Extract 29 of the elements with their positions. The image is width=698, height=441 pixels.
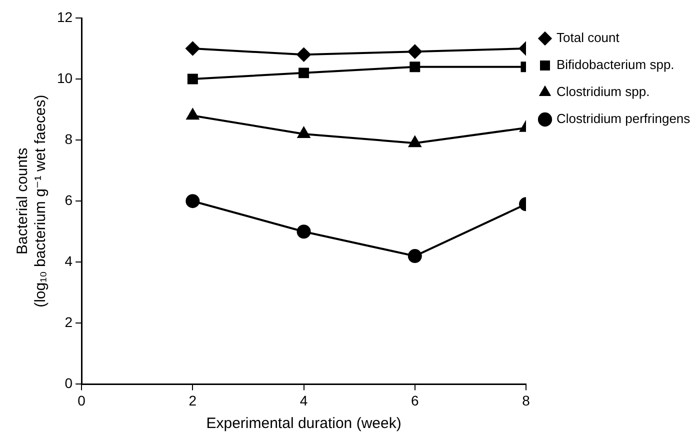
x-axis-title: Experimental duration (week): [206, 415, 402, 432]
x-tick-label: 8: [522, 392, 530, 408]
x-tick-label: 6: [410, 392, 419, 408]
y-axis-title: Bacterial counts (log₁₀ bacterium g⁻¹ wet faeces): [14, 94, 50, 308]
y-tick-label: 8: [64, 130, 73, 147]
legend-label: Clostridium perfringens: [556, 111, 691, 126]
y-tick-label: 2: [64, 314, 73, 330]
point: [410, 62, 420, 72]
y-tick-label: 6: [64, 192, 73, 208]
point: [187, 74, 198, 84]
x-tick-label: 4: [300, 392, 308, 408]
y-tick-label: 10: [56, 70, 73, 86]
point: [408, 249, 422, 264]
point: [186, 194, 200, 208]
point: [296, 224, 311, 239]
y-tick-label: 4: [64, 252, 73, 269]
point: [186, 108, 199, 120]
legend-label: Clostridium spp.: [556, 84, 650, 100]
point: [298, 68, 310, 78]
point: [186, 42, 200, 56]
legend-label: Bifidobacterium spp.: [556, 57, 674, 72]
legend-label: Total count: [556, 30, 620, 46]
x-tick-label: 0: [78, 392, 86, 408]
point: [408, 44, 422, 59]
y-tick-label: 0: [64, 375, 73, 392]
y-tick-label: 12: [56, 8, 73, 25]
point: [408, 136, 422, 148]
x-tick-label: 2: [188, 392, 197, 408]
point: [296, 48, 311, 62]
